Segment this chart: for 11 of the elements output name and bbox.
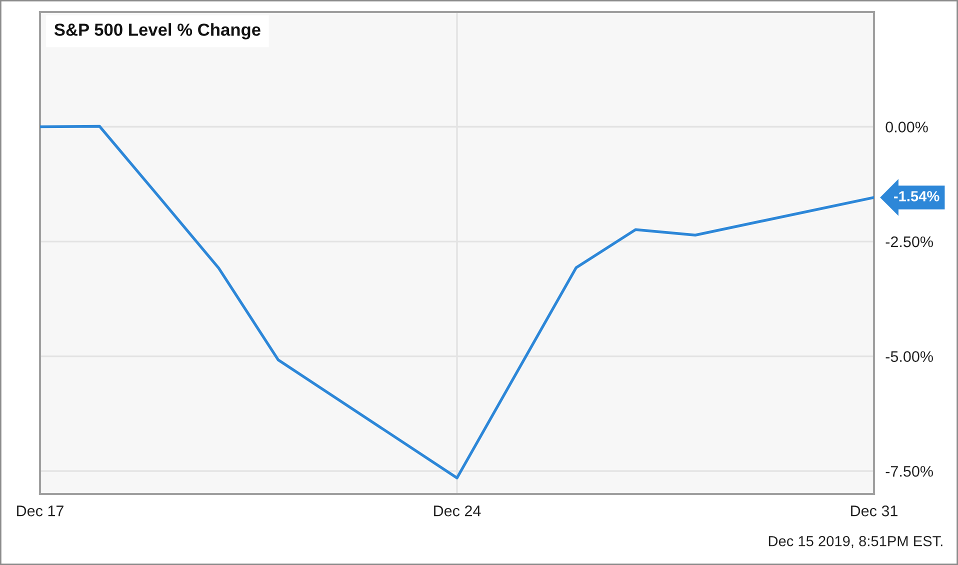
data-label: -1.54% <box>894 191 940 202</box>
y-tick-label: -7.50% <box>886 466 933 477</box>
y-tick-label: -5.00% <box>886 351 933 362</box>
text: Dec 15 2019, 8:51PM EST. <box>768 536 942 548</box>
x-tick-label: Dec 31 <box>851 506 898 516</box>
line-series <box>40 124 874 480</box>
y-tick-label: 0.00% <box>886 122 928 132</box>
x-tick-label: Dec 24 <box>434 506 481 516</box>
y-tick-label: -2.50% <box>886 236 933 248</box>
x-tick-label: Dec 17 <box>17 506 64 516</box>
text: S&P 500 Level % Change <box>54 23 260 40</box>
